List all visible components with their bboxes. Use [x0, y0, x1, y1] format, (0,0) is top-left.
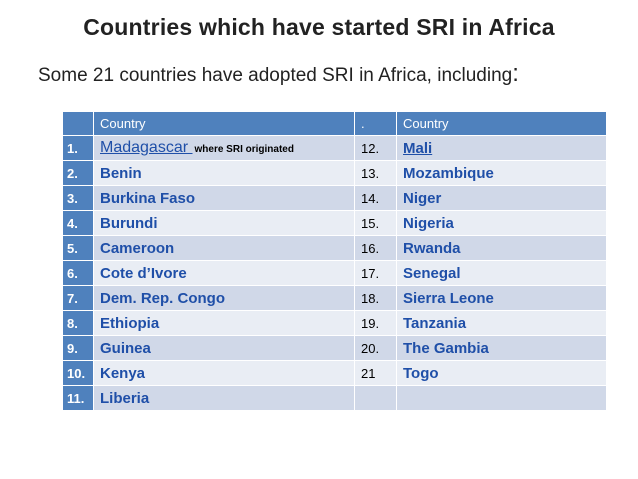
country-link[interactable]: Tanzania [403, 314, 467, 332]
country-cell-right: Tanzania [396, 310, 607, 336]
country-link[interactable]: Burundi [100, 214, 158, 232]
country-link[interactable]: The Gambia [403, 339, 489, 357]
row-number-right: 14. [354, 185, 397, 211]
country-cell-right: Nigeria [396, 210, 607, 236]
country-cell-right: The Gambia [396, 335, 607, 361]
table-row: 7. Dem. Rep. Congo 18. Sierra Leone [62, 285, 607, 311]
row-number-right: 13. [354, 160, 397, 186]
row-number-right: 18. [354, 285, 397, 311]
country-cell: Madagascar where SRI originated [93, 135, 355, 161]
header-number-right: . [354, 111, 397, 136]
subtitle-colon: : [512, 60, 519, 87]
header-number [62, 111, 94, 136]
row-number: 9. [62, 335, 94, 361]
row-number-right: 16. [354, 235, 397, 261]
country-cell: Cameroon [93, 235, 355, 261]
row-number: 11. [62, 385, 94, 411]
country-cell: Burundi [93, 210, 355, 236]
subtitle-text: Some 21 countries have adopted SRI in Af… [38, 65, 513, 86]
country-cell: Guinea [93, 335, 355, 361]
row-number: 1. [62, 135, 94, 161]
country-link[interactable]: Madagascar [100, 139, 193, 156]
slide-subtitle: Some 21 countries have adopted SRI in Af… [38, 60, 519, 88]
country-link[interactable]: Rwanda [403, 239, 461, 257]
country-link[interactable]: Kenya [100, 364, 146, 382]
country-cell-right: Senegal [396, 260, 607, 286]
country-link[interactable]: Mali [403, 139, 433, 157]
country-link[interactable]: Mozambique [403, 164, 494, 182]
row-number: 4. [62, 210, 94, 236]
country-cell-right: Togo [396, 360, 607, 386]
country-cell-right: Niger [396, 185, 607, 211]
country-link[interactable]: Dem. Rep. Congo [100, 289, 226, 307]
country-cell: Cote d’Ivore [93, 260, 355, 286]
row-number: 5. [62, 235, 94, 261]
row-number: 7. [62, 285, 94, 311]
country-link[interactable]: Cameroon [100, 239, 175, 257]
table-row: 3. Burkina Faso 14. Niger [62, 185, 607, 211]
table-row: 2. Benin 13. Mozambique [62, 160, 607, 186]
table-row: 10. Kenya 21 Togo [62, 360, 607, 386]
slide-title: Countries which have started SRI in Afri… [83, 14, 555, 40]
row-number: 6. [62, 260, 94, 286]
table-header-row: Country . Country [62, 111, 607, 136]
table-row: 5. Cameroon 16. Rwanda [62, 235, 607, 261]
country-link[interactable]: Burkina Faso [100, 189, 196, 207]
row-number-right: 19. [354, 310, 397, 336]
table-row: 6. Cote d’Ivore 17. Senegal [62, 260, 607, 286]
table-row: 11. Liberia [62, 385, 607, 411]
country-link[interactable]: Nigeria [403, 214, 454, 232]
row-number-right: 15. [354, 210, 397, 236]
country-cell-right: Mozambique [396, 160, 607, 186]
table-row: 1. Madagascar where SRI originated 12. M… [62, 135, 607, 161]
country-cell-right: Rwanda [396, 235, 607, 261]
country-link[interactable]: Togo [403, 364, 439, 382]
row-number-right: 21 [354, 360, 397, 386]
country-link[interactable]: Sierra Leone [403, 289, 494, 307]
table-row: 9. Guinea 20. The Gambia [62, 335, 607, 361]
country-link[interactable]: Niger [403, 189, 442, 207]
row-number-right [354, 385, 397, 411]
country-link[interactable]: Senegal [403, 264, 461, 282]
table-row: 8. Ethiopia 19. Tanzania [62, 310, 607, 336]
table-row: 4. Burundi 15. Nigeria [62, 210, 607, 236]
country-note: where SRI originated [194, 144, 294, 155]
row-number: 3. [62, 185, 94, 211]
row-number: 2. [62, 160, 94, 186]
country-cell: Dem. Rep. Congo [93, 285, 355, 311]
country-cell: Benin [93, 160, 355, 186]
country-cell: Liberia [93, 385, 355, 411]
country-link[interactable]: Liberia [100, 389, 150, 407]
header-country-right: Country [396, 111, 607, 136]
country-cell-right [396, 385, 607, 411]
countries-table: Country . Country 1. Madagascar where SR… [62, 111, 607, 411]
row-number-right: 17. [354, 260, 397, 286]
country-cell-right: Sierra Leone [396, 285, 607, 311]
country-cell: Kenya [93, 360, 355, 386]
header-country-left: Country [93, 111, 355, 136]
country-cell: Burkina Faso [93, 185, 355, 211]
country-cell-right: Mali [396, 135, 607, 161]
row-number: 8. [62, 310, 94, 336]
country-cell: Ethiopia [93, 310, 355, 336]
country-link[interactable]: Ethiopia [100, 314, 160, 332]
country-link[interactable]: Guinea [100, 339, 151, 357]
row-number-right: 12. [354, 135, 397, 161]
row-number: 10. [62, 360, 94, 386]
country-link[interactable]: Benin [100, 164, 142, 182]
country-link[interactable]: Cote d’Ivore [100, 264, 187, 282]
row-number-right: 20. [354, 335, 397, 361]
